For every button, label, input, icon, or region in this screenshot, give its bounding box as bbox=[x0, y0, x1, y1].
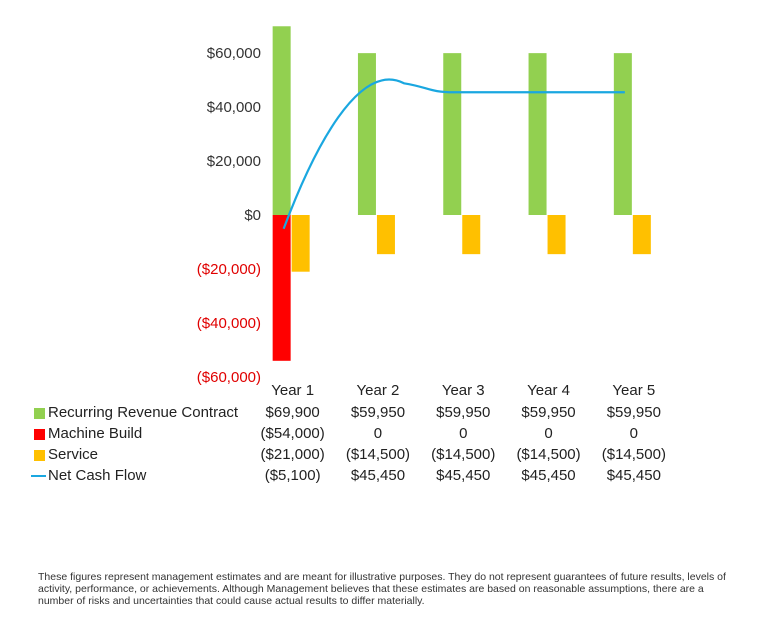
y-tick-label: ($60,000) bbox=[197, 369, 261, 386]
legend-label-machine-build: Machine Build bbox=[48, 425, 142, 442]
legend-label-net-cash-flow: Net Cash Flow bbox=[48, 467, 147, 484]
bar-recurring-revenue-contract-year-5 bbox=[613, 53, 632, 216]
chart: $60,000 $40,000 $20,000 $0 ($20,000) ($40,000… bbox=[31, 26, 666, 484]
legend-key-recurring-revenue-contract bbox=[34, 408, 45, 419]
y-tick-label: $20,000 bbox=[207, 153, 261, 170]
data-label-recurring-revenue-contract-year-5: $59,950 bbox=[607, 404, 661, 421]
bar-service-year-2 bbox=[376, 215, 395, 255]
legend-key-machine-build bbox=[34, 429, 45, 440]
bars bbox=[272, 26, 651, 361]
y-tick-label: $60,000 bbox=[207, 45, 261, 62]
category-label-year-5: Year 5 bbox=[612, 382, 655, 399]
line-net-cash-flow bbox=[282, 78, 625, 230]
data-label-net-cash-flow-year-2: $45,450 bbox=[351, 467, 405, 484]
data-label-recurring-revenue-contract-year-3: $59,950 bbox=[436, 404, 490, 421]
data-label-service-year-2: ($14,500) bbox=[346, 446, 410, 463]
bar-service-year-4 bbox=[547, 215, 566, 255]
data-label-net-cash-flow-year-1: ($5,100) bbox=[265, 467, 321, 484]
bar-recurring-revenue-contract-year-2 bbox=[357, 53, 376, 216]
bar-machine-build-year-1 bbox=[272, 215, 291, 361]
data-label-recurring-revenue-contract-year-4: $59,950 bbox=[521, 404, 575, 421]
data-label-net-cash-flow-year-5: $45,450 bbox=[607, 467, 661, 484]
bar-service-year-5 bbox=[632, 215, 651, 255]
net-cash-flow-line-layer bbox=[282, 78, 625, 230]
y-tick-label: ($20,000) bbox=[197, 261, 261, 278]
bar-service-year-3 bbox=[462, 215, 481, 255]
category-label-year-1: Year 1 bbox=[271, 382, 314, 399]
legend-label-recurring-revenue-contract: Recurring Revenue Contract bbox=[48, 404, 239, 421]
data-label-service-year-3: ($14,500) bbox=[431, 446, 495, 463]
bar-service-year-1 bbox=[291, 215, 310, 272]
data-label-service-year-1: ($21,000) bbox=[261, 446, 325, 463]
data-label-machine-build-year-1: ($54,000) bbox=[261, 425, 325, 442]
category-label-year-2: Year 2 bbox=[357, 382, 400, 399]
data-label-net-cash-flow-year-4: $45,450 bbox=[521, 467, 575, 484]
data-label-service-year-5: ($14,500) bbox=[602, 446, 666, 463]
data-label-recurring-revenue-contract-year-1: $69,900 bbox=[266, 404, 320, 421]
category-label-year-3: Year 3 bbox=[442, 382, 485, 399]
y-axis-ticks: $60,000 $40,000 $20,000 $0 ($20,000) ($40,000… bbox=[197, 45, 261, 386]
y-tick-label: ($40,000) bbox=[197, 315, 261, 332]
disclaimer-text: These figures represent management estim… bbox=[38, 571, 726, 607]
data-table: Year 1 Year 2 Year 3 Year 4 Year 5 Recurring … bbox=[31, 382, 666, 484]
y-tick-label: $40,000 bbox=[207, 99, 261, 116]
y-tick-label: $0 bbox=[244, 207, 261, 224]
data-label-machine-build-year-3: 0 bbox=[459, 425, 467, 442]
category-label-year-4: Year 4 bbox=[527, 382, 570, 399]
data-label-net-cash-flow-year-3: $45,450 bbox=[436, 467, 490, 484]
legend-label-service: Service bbox=[48, 446, 98, 463]
bar-recurring-revenue-contract-year-4 bbox=[528, 53, 547, 216]
data-label-recurring-revenue-contract-year-2: $59,950 bbox=[351, 404, 405, 421]
bar-recurring-revenue-contract-year-3 bbox=[443, 53, 462, 216]
data-label-machine-build-year-2: 0 bbox=[374, 425, 382, 442]
data-label-service-year-4: ($14,500) bbox=[516, 446, 580, 463]
data-label-machine-build-year-4: 0 bbox=[544, 425, 552, 442]
data-label-machine-build-year-5: 0 bbox=[630, 425, 638, 442]
bar-recurring-revenue-contract-year-1 bbox=[272, 26, 291, 215]
legend-key-service bbox=[34, 450, 45, 461]
